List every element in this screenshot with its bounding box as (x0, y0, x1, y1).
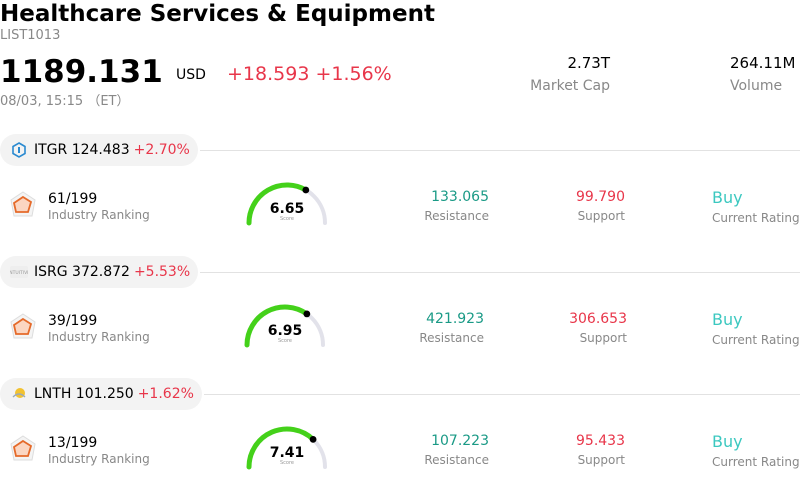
resistance-value: 421.923 (426, 311, 484, 327)
volume-label: Volume (730, 78, 783, 94)
support-label: Support (577, 453, 625, 467)
index-price: 1189.131 (0, 54, 163, 90)
industry-ranking-label: Industry Ranking (48, 208, 150, 222)
gauge-fill (246, 426, 316, 470)
industry-ranking-value: 13/199 (48, 435, 98, 451)
resistance-label: Resistance (424, 209, 489, 223)
industry-ranking-value: 39/199 (48, 313, 98, 329)
intuitive-logo-icon: INTUITIVE (10, 263, 28, 281)
current-rating-value[interactable]: Buy (712, 432, 743, 451)
resistance-value: 133.065 (431, 189, 489, 205)
score-label: Score (280, 216, 294, 222)
gauge-fill (246, 182, 309, 226)
score-gauge: 7.41 Score (246, 426, 327, 470)
volume-value: 264.11M (730, 54, 796, 72)
row-divider (200, 272, 800, 273)
row-divider (200, 150, 800, 151)
stock-change-percent: +1.62% (137, 386, 194, 402)
ticker-price: ISRG 372.872 (34, 264, 130, 280)
support-label: Support (577, 209, 625, 223)
support-value: 99.790 (576, 189, 625, 205)
timestamp: 08/03, 15:15 （ET） (0, 94, 130, 109)
stock-pill[interactable]: LNTH 101.250 +1.62% (0, 378, 202, 410)
stock-pill[interactable]: ITGR 124.483 +2.70% (0, 134, 198, 166)
market-cap-label: Market Cap (530, 78, 610, 94)
svg-text:INTUITIVE: INTUITIVE (10, 270, 28, 276)
change-percent: +1.56% (315, 63, 392, 85)
support-value: 306.653 (569, 311, 627, 327)
gauge-fill (244, 304, 310, 348)
row-divider (204, 394, 800, 395)
support-label: Support (579, 331, 627, 345)
score-value: 6.95 (268, 323, 303, 339)
industry-ranking-value: 61/199 (48, 191, 98, 207)
radar-icon (8, 434, 38, 468)
score-value: 7.41 (270, 445, 305, 461)
resistance-label: Resistance (419, 331, 484, 345)
gauge-marker (309, 435, 317, 443)
current-rating-value[interactable]: Buy (712, 188, 743, 207)
current-rating-label: Current Rating (712, 455, 800, 469)
market-cap-value: 2.73T (567, 54, 610, 72)
price-change: +18.593 +1.56% (227, 63, 392, 85)
stock-change-percent: +2.70% (133, 142, 190, 158)
current-rating-label: Current Rating (712, 211, 800, 225)
support-value: 95.433 (576, 433, 625, 449)
ticker-price: LNTH 101.250 (34, 386, 134, 402)
current-rating-value[interactable]: Buy (712, 310, 743, 329)
radar-icon (8, 190, 38, 224)
gauge-marker (302, 186, 310, 194)
gauge-marker (303, 310, 311, 318)
score-gauge: 6.65 Score (246, 182, 327, 226)
score-label: Score (278, 338, 292, 344)
page-title: Healthcare Services & Equipment (0, 1, 435, 27)
resistance-value: 107.223 (431, 433, 489, 449)
lantheus-logo-icon (10, 385, 28, 403)
score-label: Score (280, 460, 294, 466)
list-code: LIST1013 (0, 28, 61, 43)
stock-change-percent: +5.53% (133, 264, 191, 280)
change-value: +18.593 (227, 63, 310, 85)
resistance-label: Resistance (424, 453, 489, 467)
integra-logo-icon (10, 141, 28, 159)
stock-pill[interactable]: INTUITIVE ISRG 372.872 +5.53% (0, 256, 199, 288)
current-rating-label: Current Rating (712, 333, 800, 347)
score-value: 6.65 (270, 201, 305, 217)
ticker-price: ITGR 124.483 (34, 142, 130, 158)
score-gauge: 6.95 Score (244, 304, 325, 348)
currency-label: USD (176, 67, 206, 83)
industry-ranking-label: Industry Ranking (48, 452, 150, 466)
radar-icon (8, 312, 38, 346)
industry-ranking-label: Industry Ranking (48, 330, 150, 344)
